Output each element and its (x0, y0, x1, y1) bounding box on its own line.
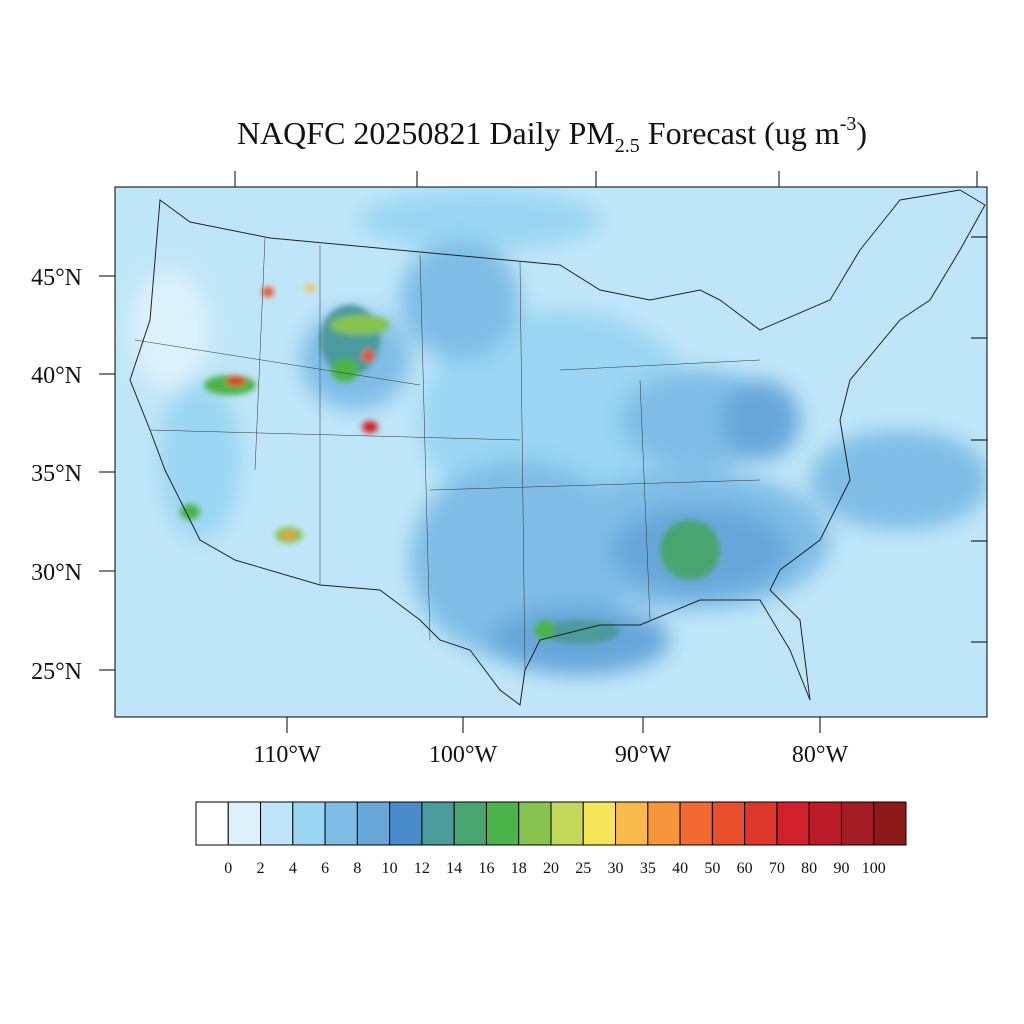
colorbar-swatch (485, 801, 520, 846)
colorbar-label: 2 (257, 860, 265, 877)
lat-label: 45°N (31, 265, 82, 291)
colorbar-swatch (550, 801, 584, 846)
colorbar-label: 14 (446, 860, 462, 877)
map-field (115, 187, 987, 717)
colorbar-swatch (679, 801, 713, 846)
colorbar-label: 80 (801, 860, 817, 877)
colorbar-swatch (582, 801, 617, 846)
colorbar-swatch (647, 801, 681, 846)
lat-label: 40°N (31, 363, 82, 389)
lon-label: 80°W (792, 742, 849, 768)
colorbar-label: 90 (833, 860, 849, 877)
colorbar-label: 16 (478, 860, 494, 877)
state-borders (134, 237, 761, 671)
colorbar-label: 10 (382, 860, 398, 877)
colorbar-label: 20 (543, 860, 559, 877)
title: NAQFC 20250821 Daily PM2.5 Forecast (ug … (237, 113, 867, 157)
colorbar-swatch (518, 801, 552, 846)
colorbar-label: 12 (414, 860, 430, 877)
map-labels: 45°N 40°N 35°N 30°N 25°N 110°W 100°W 90°W 80°W (31, 265, 848, 768)
title-middle: Forecast (ug m (640, 115, 840, 151)
lat-label: 25°N (31, 659, 82, 685)
hotspots (180, 284, 720, 644)
colorbar-swatch (453, 801, 487, 846)
axis-ticks (99, 171, 987, 733)
title-main: NAQFC 20250821 Daily PM (237, 115, 615, 151)
colorbar-swatch (711, 801, 746, 846)
colorbar-label: 50 (704, 860, 720, 877)
colorbar-label: 4 (289, 860, 297, 877)
coastline (129, 189, 986, 706)
colorbar-swatch (389, 801, 423, 846)
colorbar-swatch (227, 801, 262, 846)
lat-label: 30°N (31, 560, 82, 586)
colorbar-label: 70 (769, 860, 785, 877)
colorbar-label: 18 (511, 860, 527, 877)
colorbar-label: 6 (321, 860, 329, 877)
colorbar-label: 100 (862, 860, 886, 877)
colorbar-label: 40 (672, 860, 688, 877)
colorbar-swatch (324, 801, 358, 846)
title-end: ) (856, 115, 867, 151)
lon-label: 100°W (429, 742, 498, 768)
colorbar-swatch (744, 801, 778, 846)
colorbar-swatch (195, 801, 229, 846)
colorbar-label: 30 (608, 860, 624, 877)
colorbar-label: 0 (224, 860, 232, 877)
colorbar-label: 25 (575, 860, 591, 877)
colorbar-swatch (776, 801, 810, 846)
lat-label: 35°N (31, 461, 82, 487)
colorbar: 0 2 4 6 8 10 12 14 16 18 20 25 30 35 40 50 60 70 80 90 100 (195, 801, 907, 877)
title-superscript: -3 (840, 113, 857, 135)
colorbar-label: 60 (737, 860, 753, 877)
title-subscript: 2.5 (615, 135, 640, 157)
colorbar-swatch (260, 801, 294, 846)
colorbar-label: 8 (353, 860, 361, 877)
colorbar-swatch (615, 801, 649, 846)
colorbar-swatch (808, 801, 842, 846)
colorbar-swatch (421, 801, 455, 846)
concentration-field (130, 190, 987, 675)
colorbar-swatch (292, 801, 326, 846)
lon-label: 90°W (615, 742, 672, 768)
colorbar-label: 35 (640, 860, 656, 877)
lon-label: 110°W (253, 742, 321, 768)
colorbar-swatch (840, 801, 875, 846)
map-frame (114, 186, 988, 718)
colorbar-swatch (873, 801, 907, 846)
colorbar-swatch (356, 801, 391, 846)
